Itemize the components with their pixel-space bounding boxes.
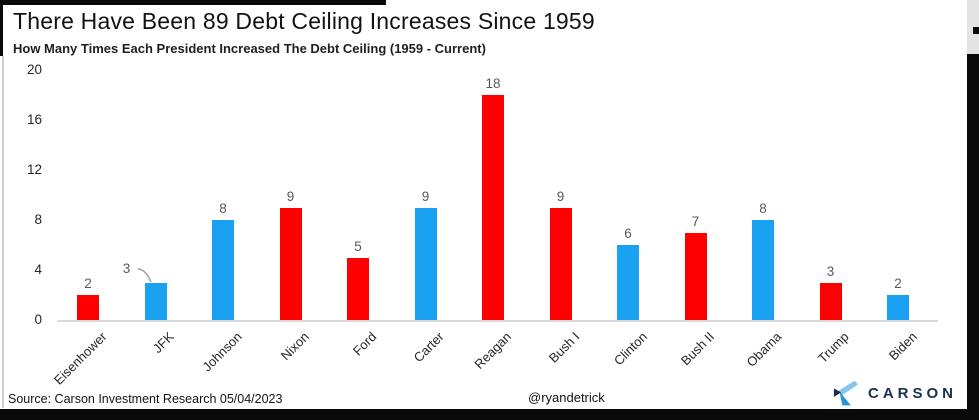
x-axis-label-carter: Carter <box>410 329 448 366</box>
x-axis-label-ford: Ford <box>350 329 380 359</box>
frame-hairline-left <box>2 56 4 408</box>
bar-clinton[interactable] <box>617 245 639 320</box>
bar-value-label: 3 <box>826 263 835 279</box>
x-axis-label-biden: Biden <box>885 329 920 364</box>
x-axis-label-obama: Obama <box>743 329 785 370</box>
x-axis-label-trump: Trump <box>815 329 853 366</box>
bar-nixon[interactable] <box>279 207 302 320</box>
x-axis-label-jfk: JFK <box>150 329 178 356</box>
bar-value-label: 2 <box>894 276 902 291</box>
bar-value-label: 8 <box>219 201 227 216</box>
scrollbar-thumb[interactable] <box>973 27 979 34</box>
frame-border-right <box>967 54 979 420</box>
y-axis-tick-label: 0 <box>34 312 42 327</box>
y-axis-tick-label: 12 <box>26 162 42 177</box>
bar-value-label: 8 <box>759 201 767 216</box>
twitter-handle: @ryandetrick <box>528 390 605 405</box>
y-axis-tick-label: 20 <box>26 62 42 77</box>
bar-value-label: 9 <box>421 188 430 204</box>
carson-logo: CARSON <box>832 380 957 406</box>
y-axis-tick-label: 8 <box>34 212 42 227</box>
bar-value-label: 5 <box>354 238 362 254</box>
bar-value-label: 9 <box>286 188 295 204</box>
carson-chevron-icon <box>833 380 858 406</box>
y-axis-tick-label: 16 <box>26 112 42 127</box>
bar-obama[interactable] <box>752 220 774 320</box>
x-axis-label-bush-ii: Bush II <box>677 329 718 369</box>
x-axis-line <box>57 320 938 322</box>
x-axis-label-nixon: Nixon <box>277 329 313 364</box>
bar-value-label: 3 <box>122 260 131 276</box>
bar-value-label: 6 <box>624 226 632 241</box>
x-axis-label-johnson: Johnson <box>199 329 245 375</box>
y-axis-tick-label: 4 <box>34 262 42 277</box>
bar-bush-i[interactable] <box>549 207 572 320</box>
bar-value-label: 9 <box>556 188 565 204</box>
x-axis-label-eisenhower: Eisenhower <box>50 329 110 388</box>
chart-subtitle: How Many Times Each President Increased … <box>13 41 486 56</box>
bar-value-label: 18 <box>485 76 501 91</box>
bar-bush-ii[interactable] <box>684 232 707 320</box>
frame-border-left <box>0 0 3 56</box>
bar-biden[interactable] <box>887 295 909 320</box>
source-text: Source: Carson Investment Research 05/04… <box>8 392 283 406</box>
bar-carter[interactable] <box>414 207 437 320</box>
carson-wordmark: CARSON <box>867 384 957 402</box>
page-title: There Have Been 89 Debt Ceiling Increase… <box>13 8 595 34</box>
x-axis-label-bush-i: Bush I <box>545 329 583 366</box>
bar-trump[interactable] <box>819 282 842 320</box>
bar-reagan[interactable] <box>482 95 504 320</box>
bar-value-label: 2 <box>84 276 92 291</box>
frame-border-top <box>0 0 386 5</box>
bar-johnson[interactable] <box>212 220 234 320</box>
bar-eisenhower[interactable] <box>77 295 99 320</box>
bar-value-label: 7 <box>691 213 700 229</box>
frame-border-bottom <box>0 409 979 420</box>
x-axis-label-reagan: Reagan <box>471 329 515 372</box>
bar-ford[interactable] <box>347 257 369 320</box>
bar-jfk[interactable] <box>144 282 167 320</box>
x-axis-label-clinton: Clinton <box>610 329 650 369</box>
